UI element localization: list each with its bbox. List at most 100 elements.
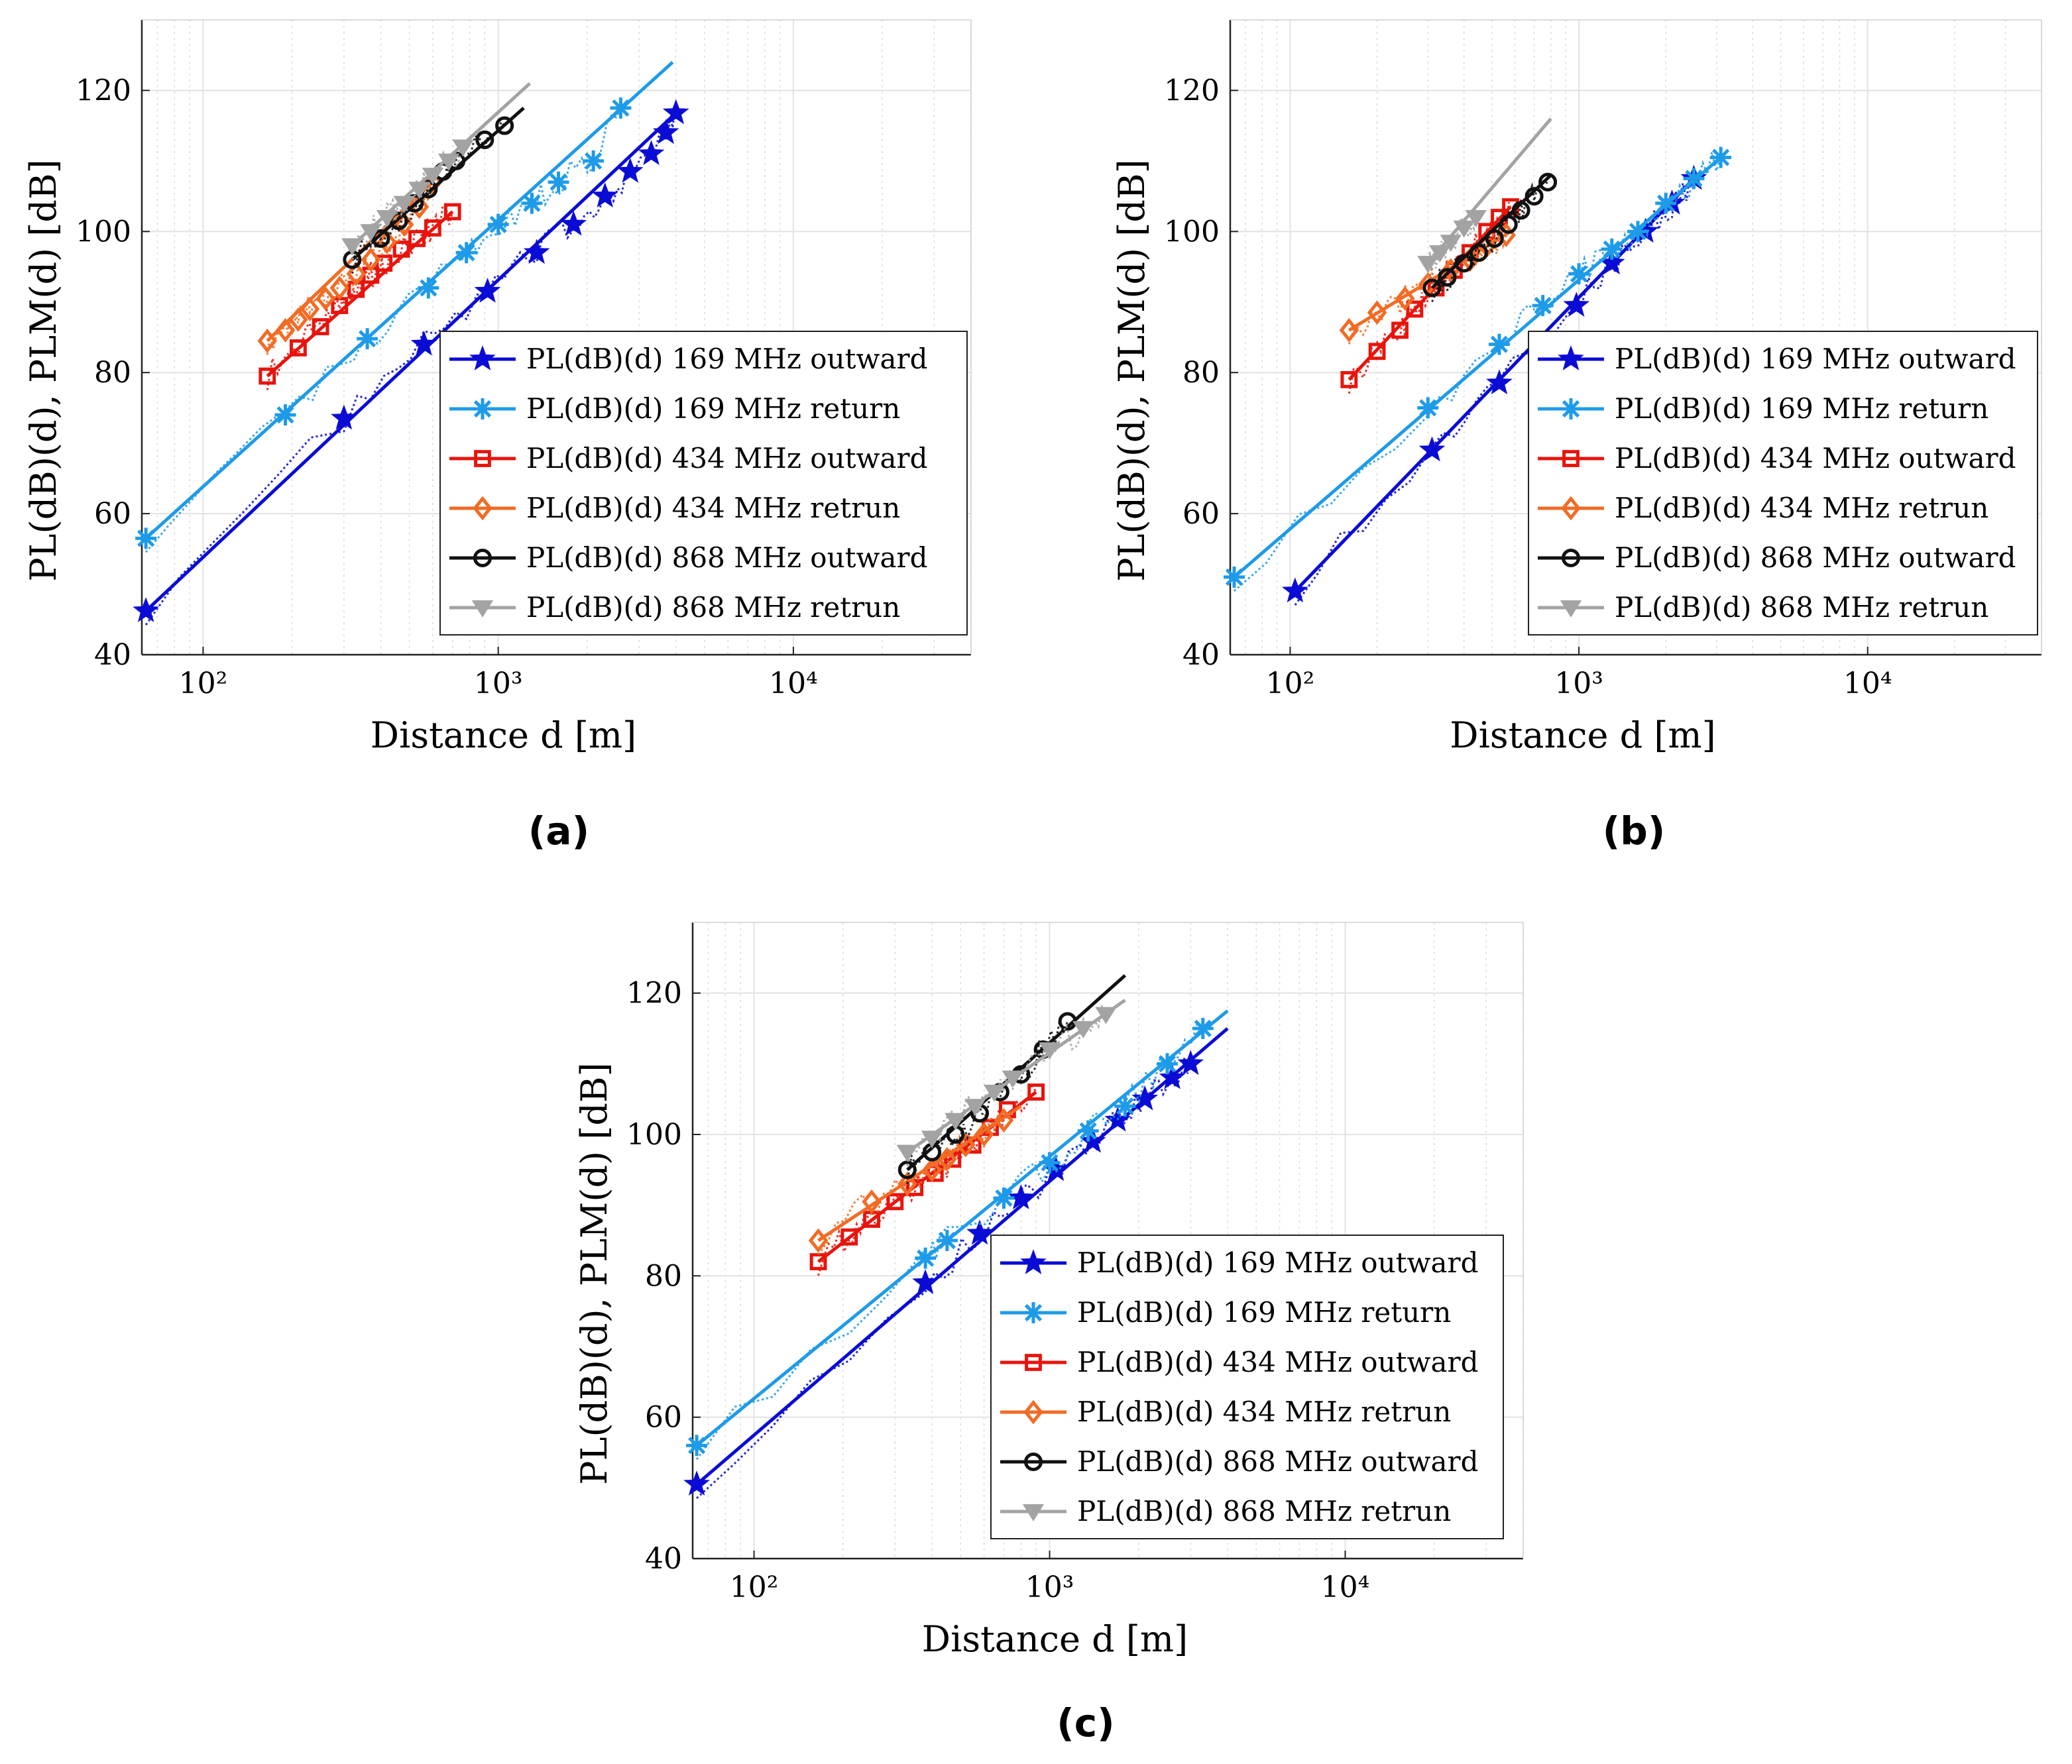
legend-label: PL(dB)(d) 868 MHz outward	[526, 541, 927, 574]
marker	[1454, 254, 1473, 273]
legend-entry: PL(dB)(d) 434 MHz outward	[1000, 1346, 1478, 1378]
marker-stroke	[1685, 170, 1703, 188]
marker	[408, 182, 430, 199]
marker	[1368, 343, 1386, 360]
marker	[495, 116, 514, 135]
legend-label: PL(dB)(d) 434 MHz retrun	[1615, 492, 1988, 524]
legend-entry: PL(dB)(d) 169 MHz return	[1000, 1296, 1451, 1329]
marker	[1224, 566, 1245, 588]
fit-line	[351, 107, 525, 261]
legend: PL(dB)(d) 169 MHz outward PL(dB)(d) 169 M…	[990, 1235, 1504, 1539]
marker	[1532, 295, 1554, 317]
marker-stroke	[1657, 194, 1675, 212]
marker	[329, 276, 350, 300]
marker	[1077, 1120, 1099, 1142]
marker	[809, 1253, 827, 1270]
marker	[377, 229, 397, 254]
marker	[410, 330, 437, 356]
marker	[937, 1146, 957, 1172]
marker	[1007, 1184, 1035, 1209]
legend-marker	[472, 398, 493, 419]
marker-stroke	[1194, 1019, 1212, 1038]
marker	[1655, 192, 1677, 214]
marker	[1499, 215, 1518, 234]
legend-marker	[1025, 1354, 1042, 1371]
series-4	[343, 107, 525, 274]
marker	[1340, 370, 1358, 388]
legend-marker	[471, 600, 494, 618]
marker-stroke	[457, 244, 475, 262]
marker	[638, 140, 665, 166]
marker	[1039, 1042, 1061, 1060]
marker	[1406, 300, 1424, 318]
marker-stroke	[359, 330, 376, 348]
marker	[371, 229, 390, 248]
marker	[1538, 172, 1558, 192]
marker	[1114, 1095, 1136, 1117]
legend-box	[1528, 331, 2038, 635]
marker	[1159, 1064, 1186, 1089]
marker	[1488, 333, 1510, 355]
marker	[886, 1193, 904, 1211]
legend-entry: PL(dB)(d) 169 MHz outward	[1538, 343, 2016, 375]
y-tick-label: 120	[626, 977, 682, 1011]
x-tick-label: 10⁴	[1843, 667, 1892, 700]
series-5	[896, 999, 1126, 1166]
legend-marker	[1558, 345, 1584, 370]
marker	[1339, 317, 1359, 343]
y-axis-label: PL(dB)(d), PLM(d) [dB]	[573, 1062, 615, 1484]
y-axis-label: PL(dB)(d), PLM(d) [dB]	[23, 159, 64, 581]
marker	[376, 209, 398, 227]
marker-stroke	[1570, 265, 1588, 283]
marker	[1563, 292, 1590, 317]
marker	[290, 339, 307, 357]
marker	[862, 1189, 882, 1214]
x-tick-label: 10²	[179, 667, 228, 700]
legend-label: PL(dB)(d) 169 MHz outward	[1615, 343, 2016, 375]
marker-stroke	[1079, 1122, 1097, 1140]
marker	[357, 328, 378, 350]
marker	[1418, 436, 1446, 462]
marker	[487, 213, 509, 235]
marker	[259, 367, 276, 385]
marker	[455, 242, 477, 264]
marker	[312, 318, 329, 335]
marker	[1429, 245, 1451, 263]
marker-stroke	[995, 1189, 1013, 1207]
legend-marker	[1560, 398, 1582, 419]
panel-a: 40 60 80 100 120 10² 10³ 10⁴ Distance d [m] PL(dB…	[23, 19, 972, 756]
legend-marker	[473, 496, 492, 521]
x-tick-label: 10⁴	[769, 667, 818, 700]
legend-entry: PL(dB)(d) 868 MHz retrun	[1000, 1495, 1451, 1527]
y-tick-label: 60	[1182, 497, 1220, 531]
marker	[346, 261, 367, 286]
fit-line	[144, 111, 677, 612]
y-tick-label: 40	[94, 638, 131, 672]
marker	[361, 247, 381, 272]
marker	[993, 1187, 1015, 1209]
legend-entry: PL(dB)(d) 868 MHz outward	[1000, 1445, 1478, 1478]
marker-stroke	[1116, 1097, 1134, 1115]
y-tick-label: 80	[94, 356, 131, 390]
marker	[424, 219, 441, 237]
x-axis-label: Distance d [m]	[371, 714, 636, 756]
series-1	[686, 1009, 1229, 1461]
legend-box	[439, 331, 968, 635]
legend-label: PL(dB)(d) 434 MHz outward	[526, 442, 927, 474]
y-tick-label: 120	[1164, 74, 1220, 107]
panel-b: 40 60 80 100 120 10² 10³ 10⁴ Distance d [m] PL(dB…	[1111, 19, 2042, 756]
marker	[275, 317, 296, 343]
marker	[1486, 369, 1513, 395]
marker	[1511, 201, 1530, 220]
marker-stroke	[1490, 335, 1509, 353]
x-tick-label: 10³	[474, 667, 523, 700]
measured-trace	[696, 1057, 1192, 1500]
legend-marker	[1023, 1400, 1043, 1425]
legend-marker	[473, 548, 492, 568]
marker	[331, 404, 357, 430]
legend-label: PL(dB)(d) 868 MHz outward	[1615, 541, 2016, 574]
y-tick-label: 100	[626, 1118, 682, 1152]
marker	[1192, 1018, 1214, 1039]
legend-entry: PL(dB)(d) 434 MHz outward	[449, 442, 927, 474]
marker	[921, 1130, 943, 1148]
